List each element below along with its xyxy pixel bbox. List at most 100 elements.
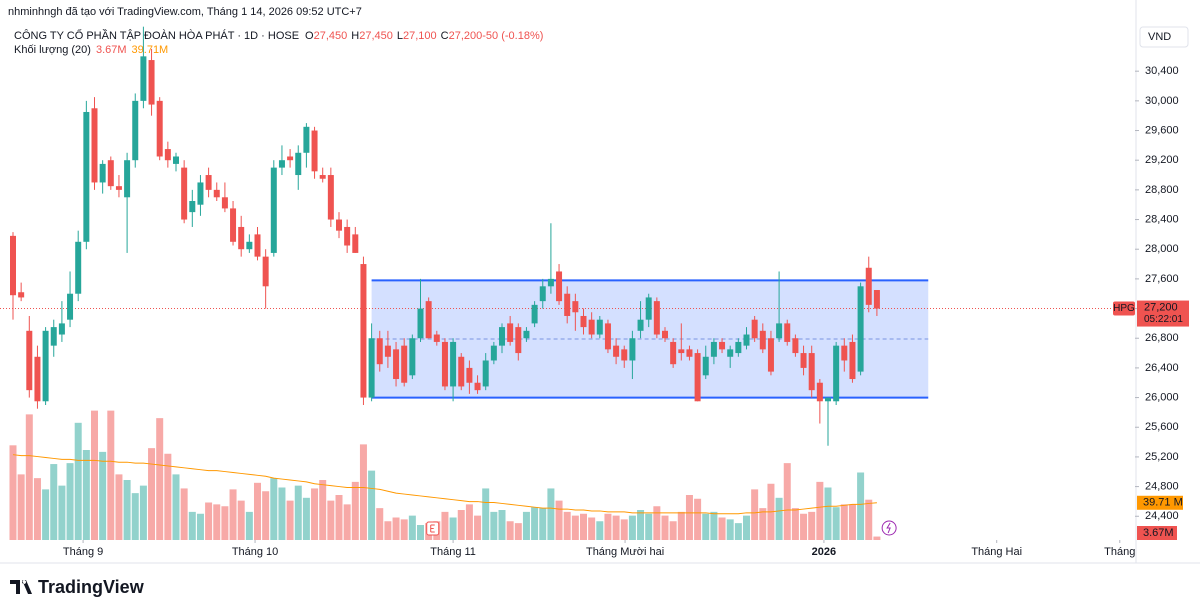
volume-bar (832, 507, 840, 540)
volume-bar (596, 521, 604, 540)
volume-name: Khối lượng (20) (14, 44, 91, 56)
candle-body (18, 292, 25, 298)
volume-bar (490, 511, 498, 540)
candle-body (238, 226, 245, 250)
volume-bar (82, 450, 90, 540)
volume-bar (441, 511, 449, 540)
volume-bar (286, 500, 294, 540)
y-tick-label: 28,000 (1145, 243, 1179, 255)
volume-bar (474, 515, 482, 540)
volume-bar (816, 481, 824, 540)
currency-box[interactable] (1139, 26, 1189, 48)
candle-body (148, 60, 155, 105)
candle-body (857, 286, 864, 372)
legend-ohlc: CÔNG TY CỔ PHẦN TẬP ĐOÀN HÒA PHÁT · 1D ·… (14, 29, 543, 42)
candle-body (490, 345, 497, 361)
candle-body (140, 56, 147, 101)
volume-bar (506, 521, 514, 540)
candle-body (197, 182, 204, 205)
candle-body (653, 301, 660, 335)
volume-bar (563, 511, 571, 540)
candle-body (702, 356, 709, 376)
volume-bar (33, 478, 41, 540)
volume-bar (726, 519, 734, 540)
y-tick-label: 25,200 (1145, 451, 1179, 463)
y-tick-label: 26,000 (1145, 391, 1179, 403)
candle-body (523, 330, 530, 339)
candle-body (34, 356, 41, 402)
chart-title: CÔNG TY CỔ PHẦN TẬP ĐOÀN HÒA PHÁT · 1D ·… (14, 29, 299, 42)
candle-body (776, 323, 783, 339)
y-tick-label: 24,400 (1145, 510, 1179, 522)
volume-bar (25, 414, 33, 540)
candle-body (384, 345, 391, 357)
candle-body (662, 330, 668, 339)
candle-body (792, 338, 799, 354)
candle-body (865, 267, 872, 305)
volume-bar (213, 504, 221, 540)
volume-bar (196, 513, 204, 540)
volume-bar (669, 521, 677, 540)
candle-body (262, 256, 269, 287)
ohlc-key: C (441, 30, 449, 42)
ohlc-value: 27,100 (403, 30, 437, 42)
candle-body (327, 175, 334, 220)
volume-bar (637, 510, 645, 540)
candle-body (507, 323, 514, 342)
volume-bar (759, 508, 767, 540)
candle-body (319, 175, 326, 179)
volume-bar (229, 489, 237, 540)
volume-bar (343, 504, 351, 540)
candle-body (645, 297, 652, 320)
volume-bar (604, 513, 612, 540)
volume-bar (791, 508, 799, 540)
candle-body (466, 367, 473, 383)
volume-ma-tag (1137, 495, 1183, 510)
volume-bar (311, 488, 319, 540)
legend-volume: Khối lượng (20) 3.67M 39.71M (14, 44, 168, 56)
candle-body (181, 167, 188, 220)
candle-body (515, 327, 522, 354)
candle-body (67, 293, 74, 320)
candle-body (604, 323, 611, 350)
candle-body (735, 341, 742, 354)
candle-body (173, 156, 179, 164)
volume-bar (571, 515, 579, 540)
volume-bar (873, 536, 881, 540)
candle-body (441, 341, 448, 387)
y-tick-label: 28,800 (1145, 184, 1179, 196)
candle-body (10, 235, 16, 296)
volume-bar (359, 444, 367, 540)
ohlc-key: O (305, 30, 314, 42)
candle-body (230, 208, 237, 242)
candle-body (670, 341, 677, 365)
volume-bar (661, 515, 669, 540)
volume-bar (164, 453, 172, 540)
volume-bar (294, 485, 302, 540)
candle-body (759, 330, 766, 350)
volume-bar (677, 511, 685, 540)
x-tick-label: Tháng 10 (232, 546, 278, 558)
candle-body (83, 111, 90, 242)
volume-bar (694, 498, 702, 540)
volume-bar (107, 410, 115, 540)
candle-body (710, 341, 717, 357)
candle-body (458, 356, 465, 387)
x-tick-label: Tháng 11 (430, 546, 476, 558)
volume-bar (514, 523, 522, 540)
volume-bar (50, 464, 58, 540)
volume-bar (131, 493, 139, 540)
currency[interactable]: VND (1148, 31, 1171, 43)
volume-bar (840, 504, 848, 540)
candle-body (751, 319, 758, 339)
ohlc-value: 27,450 (314, 30, 348, 42)
y-tick-label: 29,600 (1145, 124, 1179, 136)
volume-bar (865, 499, 873, 540)
volume-bar (465, 504, 473, 540)
volume-ma-line (12, 454, 877, 515)
volume-bar (319, 480, 327, 540)
volume-bar (522, 511, 530, 540)
candle-body (849, 341, 856, 380)
volume-bar (457, 510, 465, 540)
candle-body (99, 163, 106, 183)
